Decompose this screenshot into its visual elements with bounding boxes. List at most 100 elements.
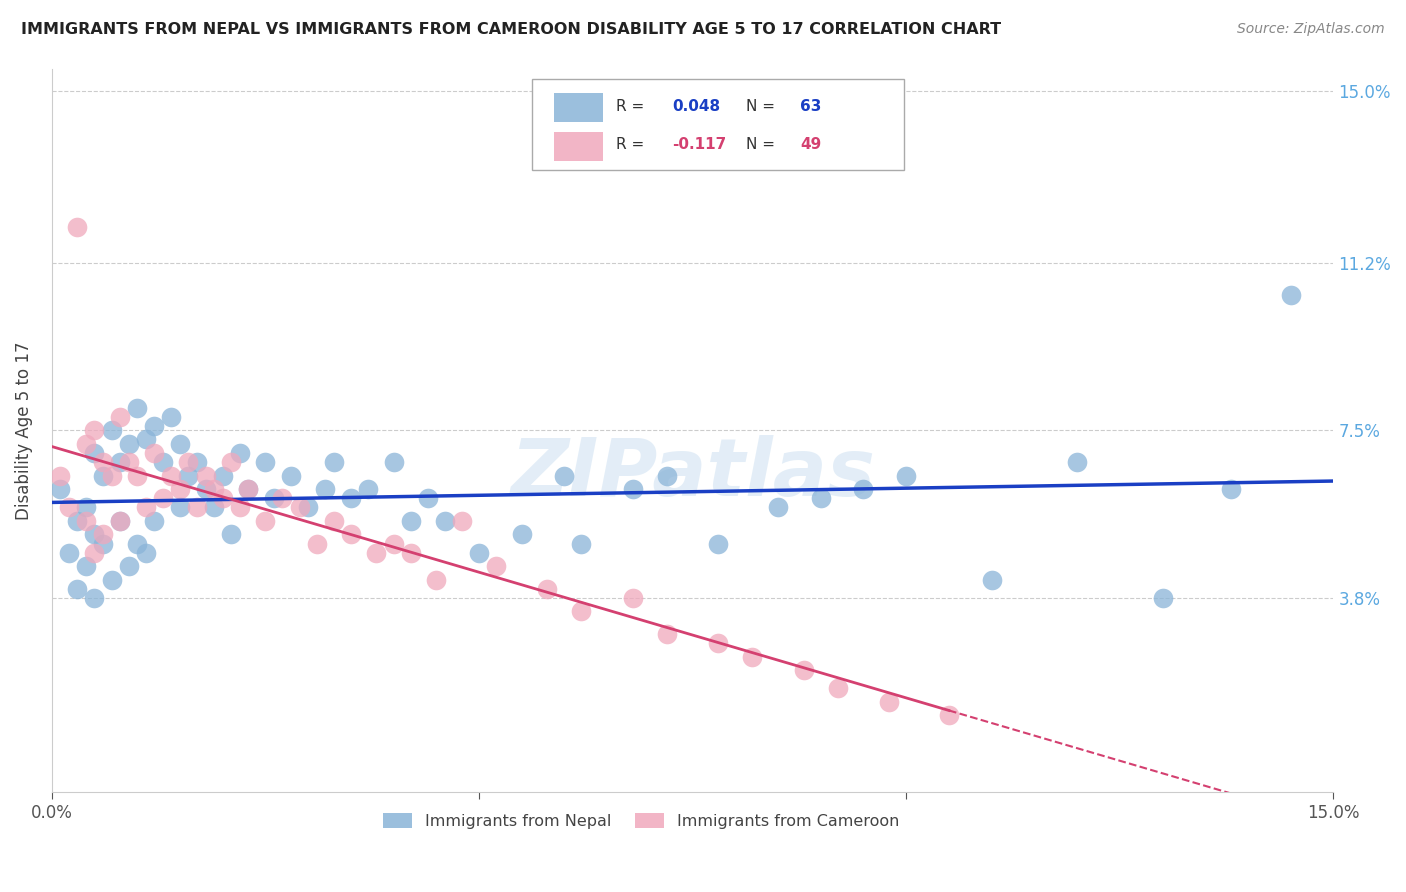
Point (468, 545, 491, 559)
Point (100, 573, 122, 587)
Point (152, 455, 174, 469)
Point (655, 627, 678, 641)
Point (238, 482, 260, 496)
Point (135, 545, 157, 559)
Point (100, 424, 122, 438)
Point (66, 514, 89, 528)
Point (382, 455, 405, 469)
Point (297, 500, 319, 515)
Point (117, 559, 139, 574)
Text: -0.117: -0.117 (672, 137, 727, 153)
Point (211, 491, 233, 506)
Point (127, 401, 149, 415)
Point (83, 424, 105, 438)
Point (127, 536, 149, 550)
Bar (554, 131, 603, 161)
Text: R =: R = (616, 99, 648, 114)
Point (91, 468, 114, 483)
Point (621, 482, 644, 496)
Point (425, 573, 447, 587)
Point (194, 482, 217, 496)
Point (896, 468, 918, 483)
Point (741, 649, 763, 664)
Point (91, 536, 114, 550)
Point (263, 491, 285, 506)
Point (322, 514, 344, 528)
Point (485, 559, 508, 574)
Point (827, 681, 849, 696)
Point (766, 500, 789, 515)
Point (91, 527, 114, 541)
Point (980, 573, 1002, 587)
Point (357, 482, 380, 496)
Point (340, 491, 363, 506)
Point (1152, 591, 1174, 605)
Point (186, 455, 208, 469)
Point (177, 455, 200, 469)
Point (229, 446, 252, 460)
Point (169, 437, 191, 451)
Text: 49: 49 (800, 137, 821, 153)
Text: IMMIGRANTS FROM NEPAL VS IMMIGRANTS FROM CAMEROON DISABILITY AGE 5 TO 17 CORRELA: IMMIGRANTS FROM NEPAL VS IMMIGRANTS FROM… (21, 22, 1001, 37)
Point (655, 468, 678, 483)
Point (75, 437, 97, 451)
Point (229, 500, 252, 515)
Point (202, 482, 225, 496)
Point (83, 591, 105, 605)
Point (83, 545, 105, 559)
Point (254, 455, 277, 469)
Point (75, 559, 97, 574)
Point (305, 536, 328, 550)
Point (177, 468, 200, 483)
Point (399, 545, 422, 559)
Point (810, 491, 832, 506)
Point (536, 582, 558, 596)
Point (58, 545, 80, 559)
Point (194, 468, 217, 483)
Point (108, 514, 131, 528)
Point (135, 433, 157, 447)
Point (366, 545, 388, 559)
Point (571, 604, 593, 618)
Text: Source: ZipAtlas.com: Source: ZipAtlas.com (1237, 22, 1385, 37)
Point (49, 468, 72, 483)
Text: N =: N = (747, 99, 780, 114)
Text: ZIPatlas: ZIPatlas (510, 434, 875, 513)
Point (169, 500, 191, 515)
Point (75, 500, 97, 515)
Point (707, 636, 730, 650)
Point (510, 527, 533, 541)
Bar (554, 94, 603, 122)
Point (340, 527, 363, 541)
Point (108, 514, 131, 528)
FancyBboxPatch shape (533, 79, 904, 169)
Text: N =: N = (747, 137, 780, 153)
Y-axis label: Disability Age 5 to 17: Disability Age 5 to 17 (15, 341, 32, 520)
Point (621, 591, 644, 605)
Point (433, 514, 456, 528)
Point (186, 500, 208, 515)
Legend: Immigrants from Nepal, Immigrants from Cameroon: Immigrants from Nepal, Immigrants from C… (377, 806, 905, 835)
Point (135, 500, 157, 515)
Point (211, 468, 233, 483)
Point (152, 491, 174, 506)
Point (938, 708, 960, 723)
Text: 63: 63 (800, 99, 821, 114)
Point (66, 219, 89, 234)
Point (108, 409, 131, 424)
Point (117, 455, 139, 469)
Point (553, 468, 575, 483)
Point (66, 582, 89, 596)
Point (1279, 287, 1302, 301)
Point (75, 514, 97, 528)
Point (169, 482, 191, 496)
Point (1066, 455, 1088, 469)
Point (571, 536, 593, 550)
Point (314, 482, 336, 496)
Point (271, 491, 294, 506)
Point (382, 536, 405, 550)
Point (143, 446, 166, 460)
Point (1219, 482, 1241, 496)
Point (91, 455, 114, 469)
Point (83, 446, 105, 460)
